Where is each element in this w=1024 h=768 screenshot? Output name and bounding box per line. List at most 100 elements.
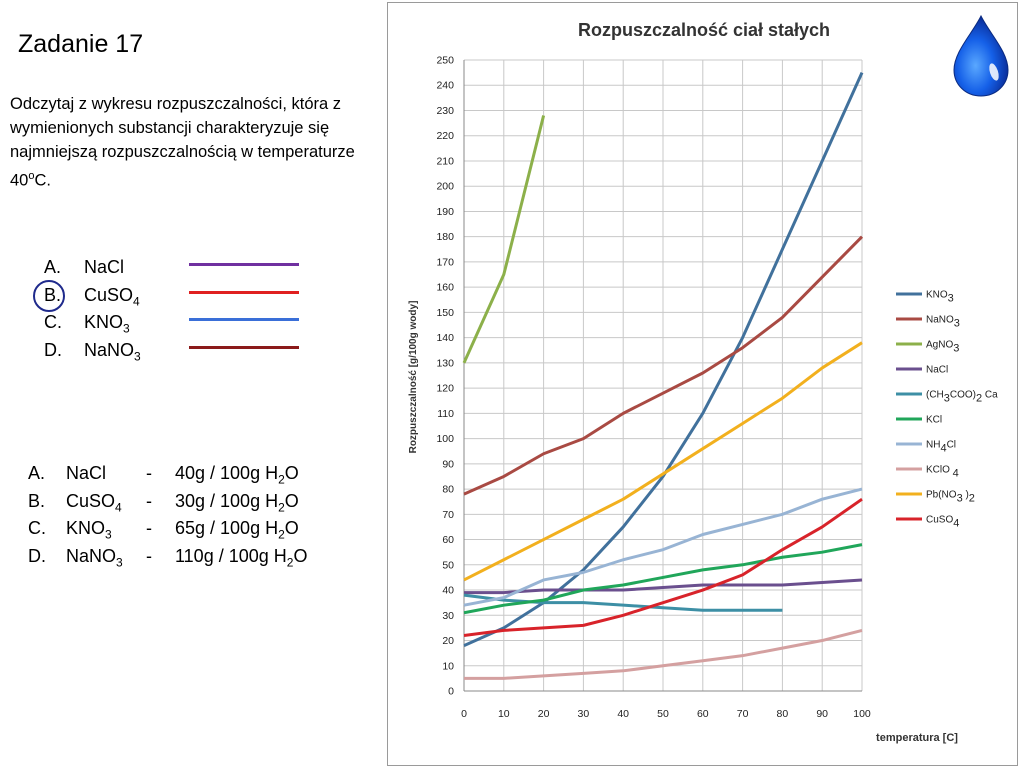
legend-subscript: 2 <box>976 393 982 405</box>
y-tick-label: 50 <box>442 559 454 571</box>
series-line-1 <box>463 235 864 496</box>
option-letter: C. <box>44 312 62 332</box>
y-tick-label: 110 <box>437 408 454 420</box>
answer-substance: NaCl <box>66 460 106 494</box>
option-b: B. CuSO4 <box>33 279 304 312</box>
answer-substance: CuSO4 <box>66 488 122 522</box>
option-subscript: 3 <box>134 349 141 364</box>
question-degree: o <box>28 170 35 182</box>
y-tick-label: 220 <box>436 130 454 142</box>
series-line-9 <box>463 497 863 637</box>
answer-value-subscript: 2 <box>286 555 294 570</box>
y-tick-label: 30 <box>442 610 454 622</box>
series-line-7 <box>464 628 863 680</box>
legend-subscript: 2 <box>969 493 975 505</box>
answer-substance: NaNO3 <box>66 543 123 577</box>
legend-text: NaNO <box>926 315 954 326</box>
option-substance: NaNO3 <box>84 337 141 371</box>
option-subscript: 3 <box>123 321 130 336</box>
legend-text: Ca <box>982 390 998 401</box>
x-tick-label: 90 <box>816 708 828 720</box>
legend-subscript: 3 <box>948 293 954 305</box>
question-text: Odczytaj z wykresu rozpuszczalności, któ… <box>10 92 380 193</box>
answer-value-end: O <box>293 545 308 566</box>
y-tick-label: 190 <box>436 206 454 218</box>
y-tick-label: 140 <box>436 332 454 344</box>
x-tick-label: 70 <box>737 708 749 720</box>
y-tick-label: 60 <box>442 534 454 546</box>
question-body: Odczytaj z wykresu rozpuszczalności, któ… <box>10 95 355 190</box>
answer-values: A. NaCl -40g / 100g H2O B. CuSO4-30g / 100g … <box>28 460 368 570</box>
answer-value-subscript: 2 <box>278 527 285 542</box>
answer-value-end: O <box>284 490 299 511</box>
answer-a: A. NaCl - 40g / 100g H2O <box>28 460 368 488</box>
answer-dash: - <box>146 518 152 538</box>
option-substance: CuSO4 <box>84 282 140 316</box>
y-axis-label: Rozpuszczalność [g/100g wody] <box>408 301 419 454</box>
option-formula: NaNO <box>84 339 135 360</box>
answer-formula: CuSO <box>66 490 116 511</box>
solubility-chart: Rozpuszczalność ciał stałych 01020304050… <box>408 20 998 744</box>
answer-letter: C. <box>28 518 46 538</box>
y-tick-label: 200 <box>436 181 454 193</box>
option-substance: NaCl <box>84 254 124 288</box>
y-tick-label: 170 <box>436 256 454 268</box>
option-d: D. NaNO3 <box>44 337 304 365</box>
answer-value-end: O <box>284 463 299 483</box>
y-tick-label: 120 <box>436 383 454 395</box>
answer-subscript: 3 <box>105 527 112 542</box>
legend-text: COO) <box>950 390 976 401</box>
answer-dash: - <box>146 463 152 483</box>
y-tick-label: 0 <box>448 686 454 698</box>
option-formula: CuSO <box>84 284 134 305</box>
y-tick-label: 10 <box>442 660 454 672</box>
legend-subscript: 3 <box>953 343 959 355</box>
chart-panel: Rozpuszczalność ciał stałych 0 10 20 30 40 50… <box>387 2 1018 766</box>
answer-value: 110g / 100g H2O <box>175 543 307 577</box>
option-subscript: 4 <box>133 294 140 309</box>
answer-letter: B. <box>28 490 46 511</box>
option-line-color <box>189 318 299 321</box>
answer-value-subscript: 2 <box>278 472 285 487</box>
option-line-color <box>189 345 299 349</box>
y-tick-label: 80 <box>442 484 454 496</box>
answer-dash: - <box>146 490 152 511</box>
series-line-0 <box>463 72 864 647</box>
y-tick-label: 180 <box>436 231 454 243</box>
answer-d: D. NaNO3 - 110g / 100g H2O <box>28 543 368 571</box>
answer-value: 40g / 100g H2O <box>175 460 299 494</box>
answer-value-end: O <box>284 518 299 538</box>
answer-dash: - <box>146 545 152 566</box>
answer-value-text: 65g / 100g H <box>175 518 279 538</box>
x-tick-label: 0 <box>461 708 467 720</box>
series-line-5 <box>463 543 863 615</box>
x-tick-label: 80 <box>777 708 789 720</box>
legend-label: (CH3COO)2 Ca <box>926 390 998 405</box>
answer-formula: NaCl <box>66 463 107 483</box>
x-axis-label: temperatura [C] <box>876 732 958 744</box>
y-tick-label: 100 <box>436 433 454 445</box>
answer-value-text: 30g / 100g H <box>175 490 279 511</box>
chart-series <box>462 72 864 680</box>
legend-text: NaCl <box>926 365 948 376</box>
water-drop-icon <box>953 14 1009 97</box>
legend-text: CuSO <box>926 515 953 526</box>
answer-substance: KNO3 <box>66 515 112 549</box>
legend-text: KCl <box>926 415 942 426</box>
series-line-3 <box>464 578 863 595</box>
answer-value-subscript: 2 <box>278 500 285 515</box>
legend-subscript: 3 <box>944 393 950 405</box>
answer-b: B. CuSO4 - 30g / 100g H2O <box>28 488 368 516</box>
series-line-6 <box>463 487 863 607</box>
option-formula: NaCl <box>84 257 125 277</box>
legend-label: KCl <box>926 415 942 426</box>
x-tick-label: 60 <box>697 708 709 720</box>
x-tick-label: 20 <box>538 708 550 720</box>
y-tick-label: 230 <box>436 105 454 117</box>
option-substance: KNO3 <box>84 309 130 343</box>
selected-answer-circle <box>33 279 65 312</box>
legend-text: AgNO <box>926 340 953 351</box>
legend-text: NH <box>926 440 940 451</box>
answer-value-text: 110g / 100g H <box>175 545 287 566</box>
